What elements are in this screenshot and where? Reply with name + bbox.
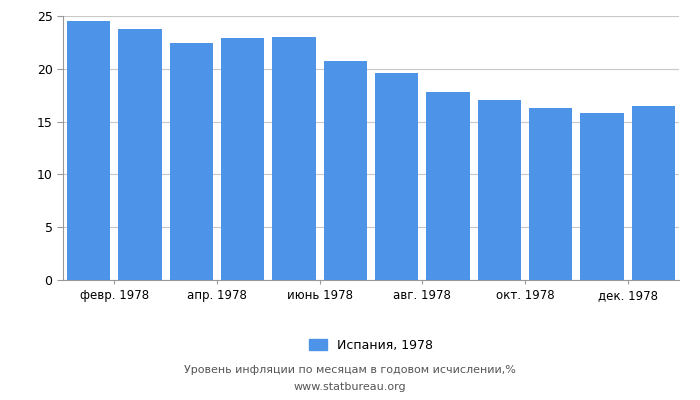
Bar xyxy=(426,92,470,280)
Bar xyxy=(631,106,675,280)
Bar xyxy=(375,73,419,280)
Bar xyxy=(580,113,624,280)
Bar xyxy=(221,38,265,280)
Bar xyxy=(118,29,162,280)
Text: www.statbureau.org: www.statbureau.org xyxy=(294,382,406,392)
Bar xyxy=(66,21,111,280)
Bar xyxy=(169,44,213,280)
Bar xyxy=(323,62,367,280)
Legend: Испания, 1978: Испания, 1978 xyxy=(304,334,438,357)
Bar xyxy=(477,100,521,280)
Bar xyxy=(272,37,316,280)
Bar xyxy=(528,108,573,280)
Text: Уровень инфляции по месяцам в годовом исчислении,%: Уровень инфляции по месяцам в годовом ис… xyxy=(184,365,516,375)
